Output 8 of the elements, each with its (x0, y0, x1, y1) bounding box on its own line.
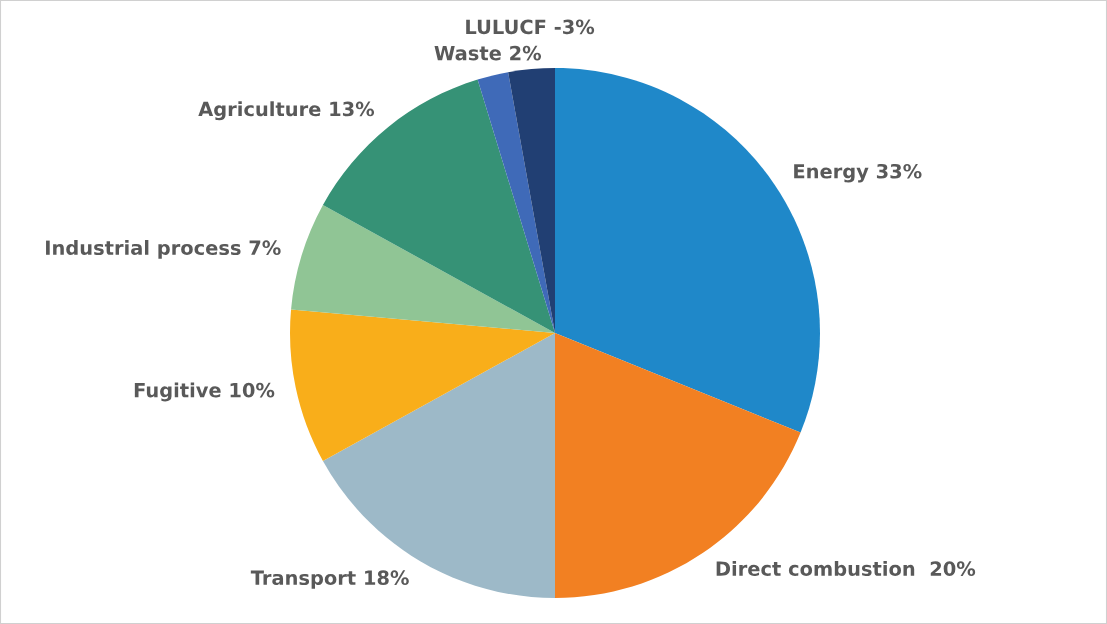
slice-label: LULUCF -3% (466, 19, 595, 35)
slice-label: Agriculture 13% (198, 101, 375, 121)
slice-label: Energy 33% (794, 163, 922, 183)
slice-label: Fugitive 10% (134, 382, 275, 402)
slice-label: Industrial process 7% (46, 240, 281, 259)
slice-label: Direct combustion 20% (716, 560, 976, 577)
slice-label: Transport 18% (250, 570, 409, 589)
slice-label: Waste 2% (434, 45, 542, 61)
